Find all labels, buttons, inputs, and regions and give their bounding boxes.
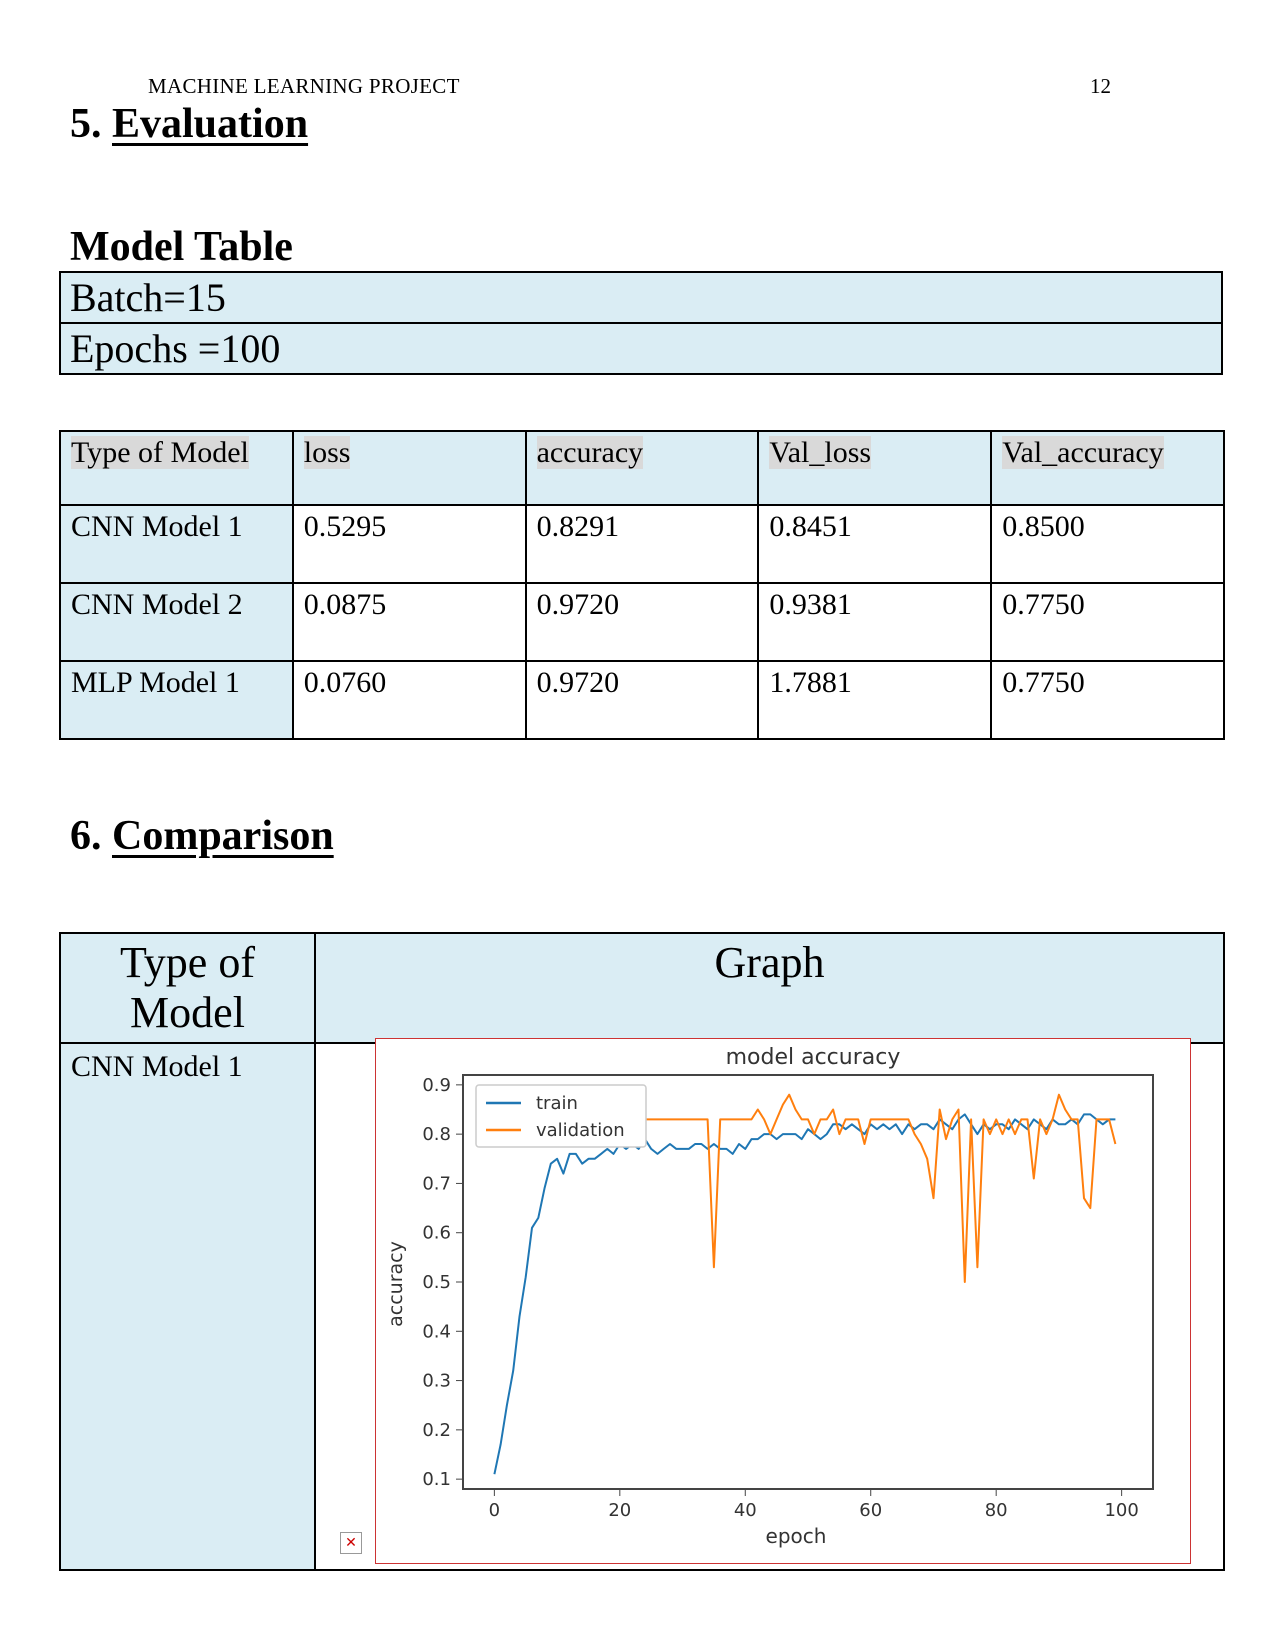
header-type-of-model: Type of Model (59, 430, 294, 506)
x-tick-label: 100 (1104, 1500, 1138, 1521)
y-tick-label: 0.1 (422, 1469, 451, 1490)
config-table: Batch=15 Epochs =100 (59, 271, 1223, 375)
header-val-loss: Val_loss (757, 430, 993, 506)
comparison-heading: 6. Comparison (70, 812, 348, 860)
evaluation-heading: 5. Evaluation (70, 100, 322, 148)
row-accuracy: 0.9720 (524, 582, 760, 662)
table-row: CNN Model 2 0.0875 0.9720 0.9381 0.7750 (59, 582, 1225, 662)
x-tick-label: 20 (608, 1500, 631, 1521)
row-loss: 0.5295 (291, 504, 527, 584)
y-tick-label: 0.3 (422, 1371, 451, 1392)
model-table-title: Model Table (70, 224, 293, 270)
x-tick-label: 80 (985, 1500, 1008, 1521)
comparison-header-graph: Graph (314, 932, 1225, 1044)
y-tick-label: 0.8 (422, 1124, 451, 1145)
comparison-header-model: Type of Model (59, 932, 316, 1044)
x-tick-label: 40 (734, 1500, 757, 1521)
table-row: MLP Model 1 0.0760 0.9720 1.7881 0.7750 (59, 660, 1225, 740)
header-val-accuracy: Val_accuracy (990, 430, 1225, 506)
model-results-table: Type of Model loss accuracy Val_loss Val… (59, 430, 1225, 740)
row-accuracy: 0.9720 (524, 660, 760, 740)
evaluation-heading-text: Evaluation (112, 101, 309, 147)
header-loss: loss (291, 430, 527, 506)
y-axis-label: accuracy (385, 1241, 407, 1327)
comparison-heading-text: Comparison (112, 813, 334, 859)
accuracy-chart: model accuracy 0 20 40 60 80 100 0.1 0.2 0.3 0.4 0… (375, 1038, 1191, 1564)
x-axis-label: epoch (766, 1524, 827, 1548)
axis-ticks: 0 20 40 60 80 100 0.1 0.2 0.3 0.4 0.5 0.6 0.7 0.8 0.9 (422, 1075, 1138, 1521)
x-tick-label: 0 (489, 1500, 500, 1521)
y-tick-label: 0.6 (422, 1223, 451, 1244)
row-model-name: CNN Model 1 (59, 504, 294, 584)
page-number: 12 (1090, 74, 1111, 98)
y-tick-label: 0.5 (422, 1272, 451, 1293)
row-accuracy: 0.8291 (524, 504, 760, 584)
y-tick-label: 0.2 (422, 1420, 451, 1441)
y-tick-label: 0.9 (422, 1075, 451, 1096)
running-head: MACHINE LEARNING PROJECT (148, 74, 460, 98)
row-model-name: CNN Model 2 (59, 582, 294, 662)
x-tick-label: 60 (859, 1500, 882, 1521)
legend-box (475, 1084, 647, 1148)
row-val-accuracy: 0.8500 (990, 504, 1225, 584)
chart-title: model accuracy (726, 1045, 901, 1070)
row-val-loss: 0.8451 (757, 504, 993, 584)
comparison-model-name: CNN Model 1 (59, 1042, 316, 1571)
header-accuracy: accuracy (524, 430, 760, 506)
row-loss: 0.0875 (291, 582, 527, 662)
row-val-accuracy: 0.7750 (990, 582, 1225, 662)
row-val-loss: 1.7881 (757, 660, 993, 740)
chart-legend: train validation (475, 1084, 647, 1148)
row-model-name: MLP Model 1 (59, 660, 294, 740)
y-tick-label: 0.7 (422, 1173, 451, 1194)
evaluation-heading-number: 5. (70, 101, 102, 147)
comparison-heading-number: 6. (70, 813, 102, 859)
row-val-accuracy: 0.7750 (990, 660, 1225, 740)
table-row: CNN Model 1 0.5295 0.8291 0.8451 0.8500 (59, 504, 1225, 584)
accuracy-chart-svg: model accuracy 0 20 40 60 80 1000.10.20.30.40… (385, 1045, 1154, 1548)
config-epochs: Epochs =100 (59, 322, 1223, 375)
y-tick-label: 0.4 (422, 1321, 451, 1342)
row-loss: 0.0760 (291, 660, 527, 740)
broken-image-icon: ✕ (340, 1532, 362, 1554)
row-val-loss: 0.9381 (757, 582, 993, 662)
config-batch: Batch=15 (59, 271, 1223, 324)
legend-label-validation: validation (536, 1120, 625, 1141)
table-header-row: Type of Model loss accuracy Val_loss Val… (59, 430, 1225, 506)
legend-label-train: train (536, 1093, 578, 1114)
